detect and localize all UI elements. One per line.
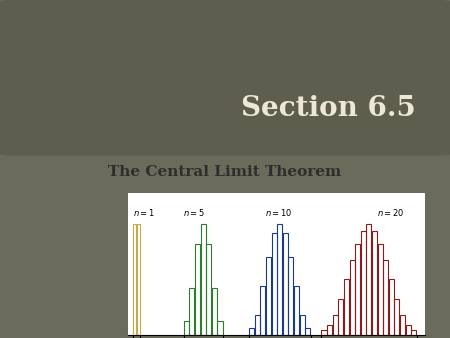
- Bar: [294, 286, 299, 335]
- Bar: [260, 286, 265, 335]
- Bar: [137, 224, 139, 335]
- Bar: [327, 324, 332, 335]
- Bar: [389, 279, 394, 335]
- Bar: [266, 257, 271, 335]
- Bar: [394, 299, 400, 335]
- Bar: [321, 330, 327, 335]
- Bar: [338, 299, 343, 335]
- Text: $n=20$: $n=20$: [377, 207, 405, 218]
- Bar: [361, 232, 366, 335]
- Bar: [405, 324, 411, 335]
- Bar: [400, 315, 405, 335]
- Text: Section 6.5: Section 6.5: [241, 95, 416, 122]
- Text: $n=10$: $n=10$: [265, 207, 292, 218]
- Bar: [288, 257, 293, 335]
- Bar: [411, 330, 416, 335]
- Bar: [333, 315, 338, 335]
- Bar: [184, 321, 189, 335]
- Bar: [189, 288, 194, 335]
- Bar: [277, 224, 282, 335]
- Bar: [212, 288, 217, 335]
- Text: $n=1$: $n=1$: [133, 207, 155, 218]
- Bar: [378, 244, 382, 335]
- Bar: [217, 321, 223, 335]
- FancyBboxPatch shape: [0, 0, 450, 156]
- Text: $n=5$: $n=5$: [183, 207, 205, 218]
- Bar: [344, 279, 349, 335]
- Bar: [271, 233, 277, 335]
- Bar: [249, 328, 254, 335]
- Bar: [355, 244, 360, 335]
- Text: The Central Limit Theorem: The Central Limit Theorem: [108, 165, 342, 179]
- Bar: [372, 232, 377, 335]
- Bar: [255, 315, 260, 335]
- Bar: [300, 315, 305, 335]
- Bar: [366, 224, 371, 335]
- Bar: [383, 260, 388, 335]
- Bar: [195, 244, 200, 335]
- Bar: [350, 260, 355, 335]
- Bar: [201, 224, 206, 335]
- Bar: [283, 233, 288, 335]
- Bar: [133, 224, 136, 335]
- Bar: [206, 244, 211, 335]
- Bar: [305, 328, 310, 335]
